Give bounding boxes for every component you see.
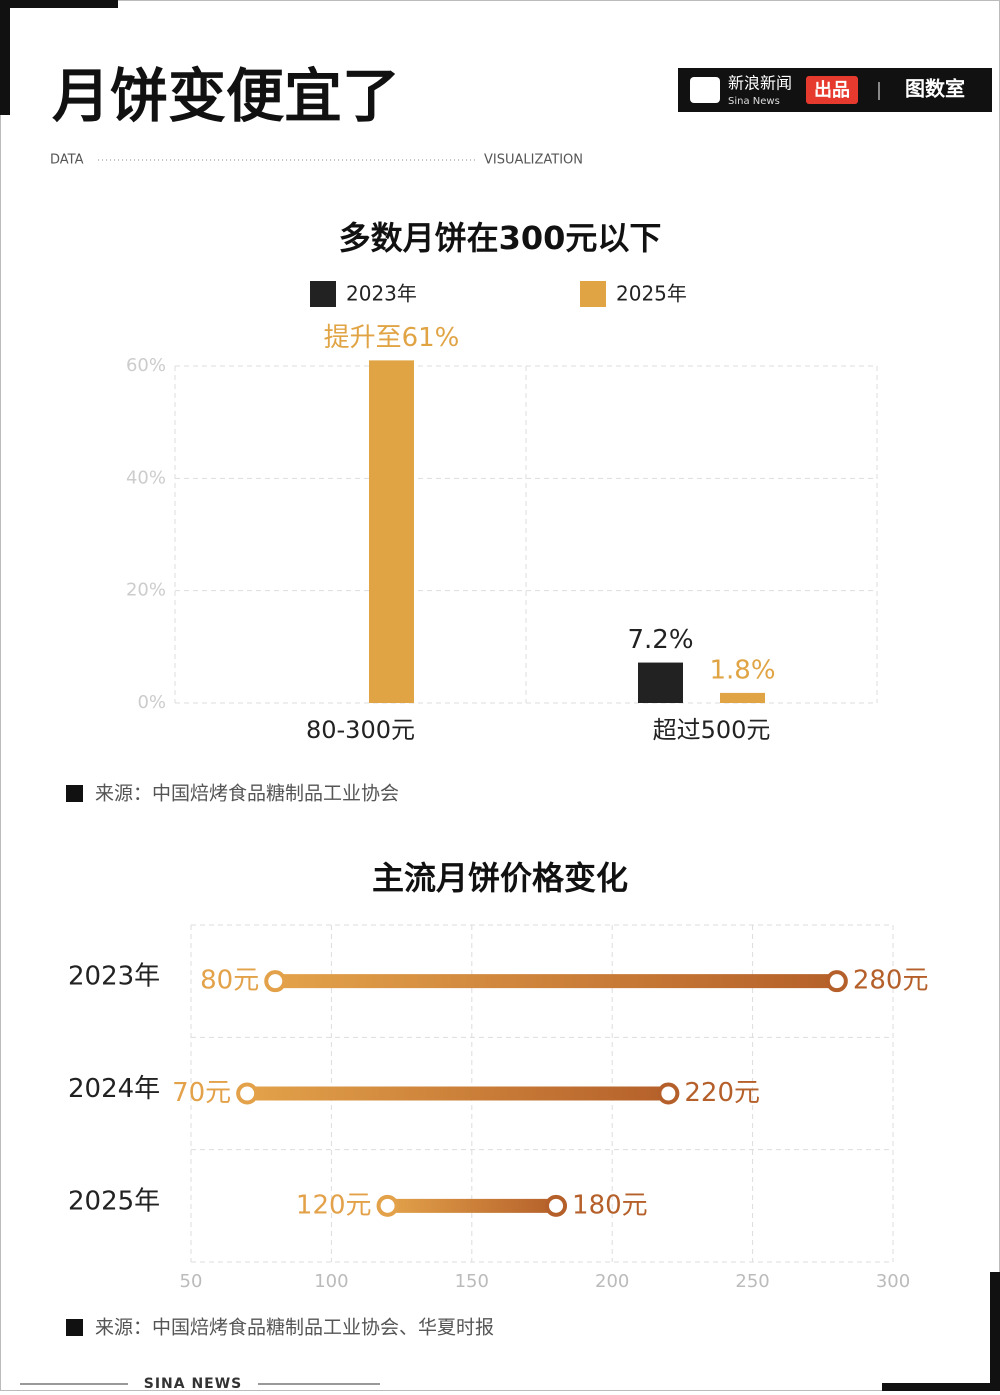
value-label: 180元 <box>572 1190 648 1220</box>
value-label: 提升至61% <box>324 323 460 353</box>
legend-swatch <box>310 281 336 307</box>
label: VISUALIZATION <box>484 153 583 168</box>
x-tick-label: 80-300元 <box>306 716 415 744</box>
range-bar <box>247 1086 669 1101</box>
badge <box>806 76 858 104</box>
source-marker <box>66 1319 83 1336</box>
brand-en: Sina News <box>728 96 780 107</box>
x-tick-label: 50 <box>180 1271 203 1292</box>
source: 来源：中国焙烤食品糖制品工业协会 <box>95 783 399 805</box>
dot <box>264 970 287 993</box>
dot <box>236 1082 259 1105</box>
y-tick-label: 0% <box>137 692 166 713</box>
range-bar <box>275 974 837 989</box>
value-label: 220元 <box>684 1078 760 1108</box>
dot <box>376 1194 399 1217</box>
corner <box>0 0 118 8</box>
value-label: 280元 <box>853 966 929 996</box>
y-tick-label: 2023年 <box>68 962 160 992</box>
dot <box>545 1194 568 1217</box>
x-tick-label: 300 <box>876 1271 910 1292</box>
dot <box>825 970 848 993</box>
x-tick-label: 超过500元 <box>653 716 771 744</box>
x-tick-label: 150 <box>455 1271 489 1292</box>
produced: 出品 <box>814 79 850 101</box>
value-label: 1.8% <box>709 655 775 685</box>
legend-label: 2023年 <box>346 282 417 306</box>
source-marker <box>66 785 83 802</box>
corner <box>990 1272 1000 1391</box>
x-tick-label: 200 <box>595 1271 629 1292</box>
label: DATA <box>50 153 84 168</box>
chart-title: 多数月饼在300元以下 <box>339 219 662 257</box>
legend-swatch <box>580 281 606 307</box>
y-tick-label: 2025年 <box>68 1186 160 1216</box>
range-bar <box>387 1198 557 1213</box>
y-tick-label: 2024年 <box>68 1074 160 1104</box>
legend-label: 2025年 <box>616 282 687 306</box>
value-label: 120元 <box>296 1190 372 1220</box>
corner <box>882 1383 1000 1391</box>
source: 来源：中国焙烤食品糖制品工业协会、华夏时报 <box>95 1317 494 1339</box>
title: 月饼变便宜了 <box>52 62 400 130</box>
footer: SINA NEWS <box>144 1376 243 1391</box>
partner: 图数室 <box>905 77 965 101</box>
x-tick-label: 100 <box>314 1271 348 1292</box>
brand: 新浪新闻 <box>728 74 792 93</box>
y-tick-label: 40% <box>126 467 166 488</box>
corner <box>0 0 10 115</box>
value-label: 80元 <box>200 966 259 996</box>
bar <box>638 662 683 703</box>
dot <box>657 1082 680 1105</box>
y-tick-label: 20% <box>126 580 166 601</box>
x-tick-label: 250 <box>735 1271 769 1292</box>
value-label: 7.2% <box>627 625 693 655</box>
logo-icon <box>690 77 720 103</box>
value-label: 70元 <box>172 1078 231 1108</box>
y-tick-label: 60% <box>126 355 166 376</box>
bar <box>720 692 765 703</box>
bar <box>369 360 414 703</box>
chart-title: 主流月饼价格变化 <box>372 859 628 897</box>
